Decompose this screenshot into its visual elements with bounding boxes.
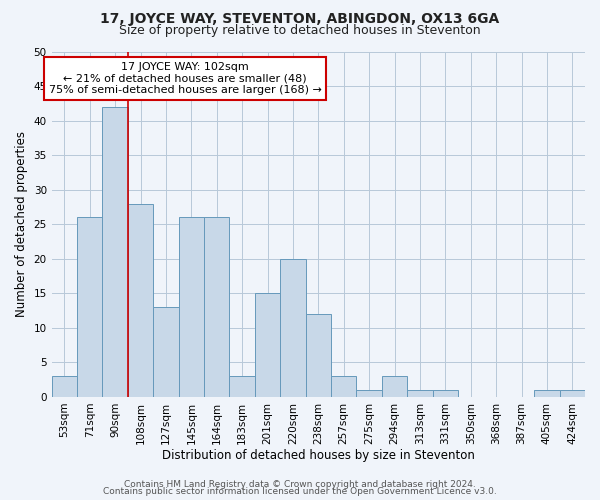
Bar (229, 376, 255, 397)
Bar (331, 376, 356, 397)
Bar (560, 390, 585, 397)
Bar (52, 376, 77, 397)
Bar (255, 294, 280, 397)
Bar (280, 259, 305, 397)
Bar (382, 376, 407, 397)
Bar (356, 390, 382, 397)
Bar (433, 390, 458, 397)
Text: 17, JOYCE WAY, STEVENTON, ABINGDON, OX13 6GA: 17, JOYCE WAY, STEVENTON, ABINGDON, OX13… (100, 12, 500, 26)
Bar (153, 307, 179, 397)
Text: 17 JOYCE WAY: 102sqm
← 21% of detached houses are smaller (48)
75% of semi-detac: 17 JOYCE WAY: 102sqm ← 21% of detached h… (49, 62, 322, 95)
Text: Contains public sector information licensed under the Open Government Licence v3: Contains public sector information licen… (103, 487, 497, 496)
X-axis label: Distribution of detached houses by size in Steventon: Distribution of detached houses by size … (162, 450, 475, 462)
Text: Contains HM Land Registry data © Crown copyright and database right 2024.: Contains HM Land Registry data © Crown c… (124, 480, 476, 489)
Bar (128, 204, 153, 397)
Bar (77, 218, 103, 397)
Bar (179, 218, 204, 397)
Bar (534, 390, 560, 397)
Bar (305, 314, 331, 397)
Bar (103, 107, 128, 397)
Y-axis label: Number of detached properties: Number of detached properties (15, 131, 28, 317)
Text: Size of property relative to detached houses in Steventon: Size of property relative to detached ho… (119, 24, 481, 37)
Bar (204, 218, 229, 397)
Bar (407, 390, 433, 397)
